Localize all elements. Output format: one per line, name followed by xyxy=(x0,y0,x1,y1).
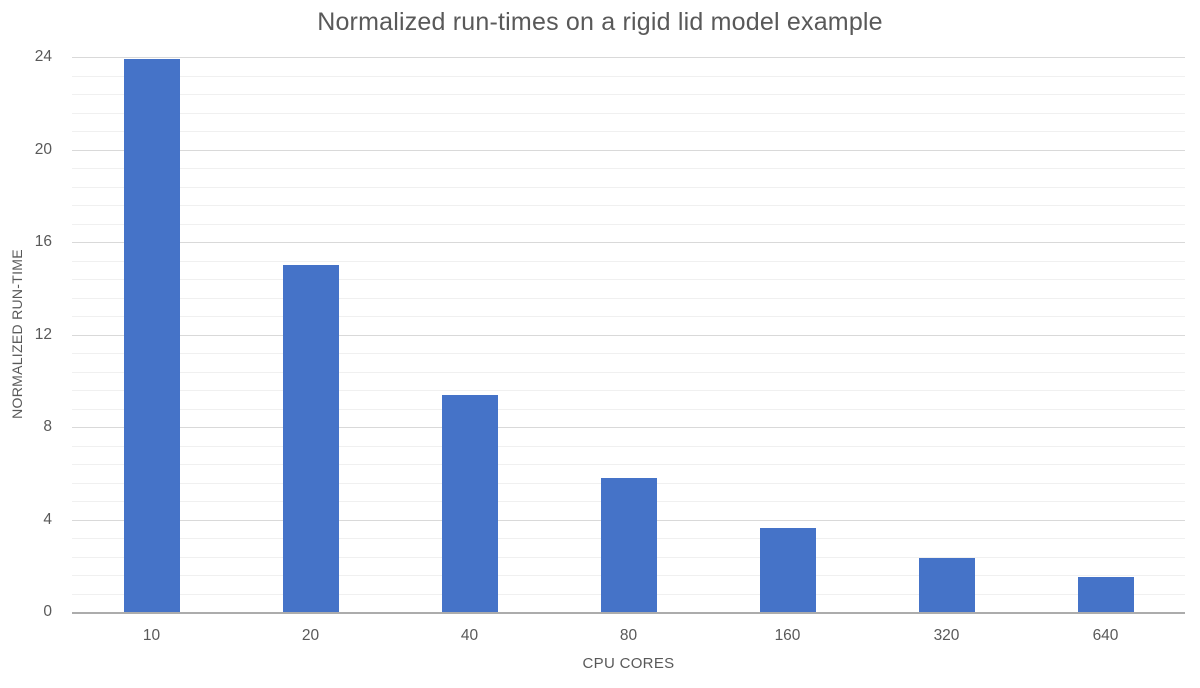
minor-gridline xyxy=(72,390,1185,391)
plot-area xyxy=(72,57,1185,614)
y-tick-label-4: 4 xyxy=(43,510,52,528)
minor-gridline xyxy=(72,131,1185,132)
y-tick-label-20: 20 xyxy=(34,140,52,158)
bar-160-cores xyxy=(760,527,816,612)
minor-gridline xyxy=(72,112,1185,114)
y-tick-label-24: 24 xyxy=(34,48,52,65)
x-tick-label-20: 20 xyxy=(301,627,320,644)
minor-gridline xyxy=(72,297,1185,299)
minor-gridline xyxy=(72,408,1185,410)
minor-gridline xyxy=(72,205,1185,206)
minor-gridline xyxy=(72,186,1185,188)
bar-40-cores xyxy=(442,394,498,612)
major-gridline xyxy=(72,242,1185,243)
x-axis-title: CPU CORES xyxy=(582,655,675,672)
minor-gridline xyxy=(72,75,1185,77)
minor-gridline xyxy=(72,279,1185,280)
bar-320-cores xyxy=(919,557,975,612)
x-tick-label-40: 40 xyxy=(460,627,479,644)
major-gridline xyxy=(72,57,1185,58)
minor-gridline xyxy=(72,316,1185,317)
major-gridline xyxy=(72,149,1185,151)
bar-20-cores xyxy=(283,265,339,612)
minor-gridline xyxy=(72,223,1185,225)
minor-gridline xyxy=(72,260,1185,262)
y-tick-label-0: 0 xyxy=(43,603,52,620)
chart-title: Normalized run-times on a rigid lid mode… xyxy=(317,8,883,36)
minor-gridline xyxy=(72,353,1185,354)
x-tick-label-640: 640 xyxy=(1092,627,1119,644)
x-tick-label-10: 10 xyxy=(142,627,161,644)
y-tick-label-12: 12 xyxy=(34,325,52,343)
y-tick-label-16: 16 xyxy=(34,233,52,250)
minor-gridline xyxy=(72,371,1185,373)
minor-gridline xyxy=(72,464,1185,465)
y-tick-label-8: 8 xyxy=(43,418,52,435)
bar-10-cores xyxy=(124,59,180,612)
minor-gridline xyxy=(72,168,1185,169)
x-tick-label-320: 320 xyxy=(933,627,960,644)
major-gridline xyxy=(72,334,1185,336)
bar-80-cores xyxy=(601,477,657,612)
bar-640-cores xyxy=(1078,577,1134,612)
x-tick-label-80: 80 xyxy=(619,627,638,644)
major-gridline xyxy=(72,427,1185,428)
y-axis-title: NORMALIZED RUN-TIME xyxy=(9,249,25,419)
minor-gridline xyxy=(72,445,1185,447)
x-tick-label-160: 160 xyxy=(774,627,801,644)
minor-gridline xyxy=(72,94,1185,95)
